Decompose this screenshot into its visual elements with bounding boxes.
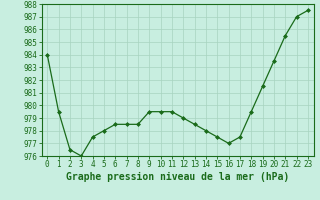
- X-axis label: Graphe pression niveau de la mer (hPa): Graphe pression niveau de la mer (hPa): [66, 172, 289, 182]
